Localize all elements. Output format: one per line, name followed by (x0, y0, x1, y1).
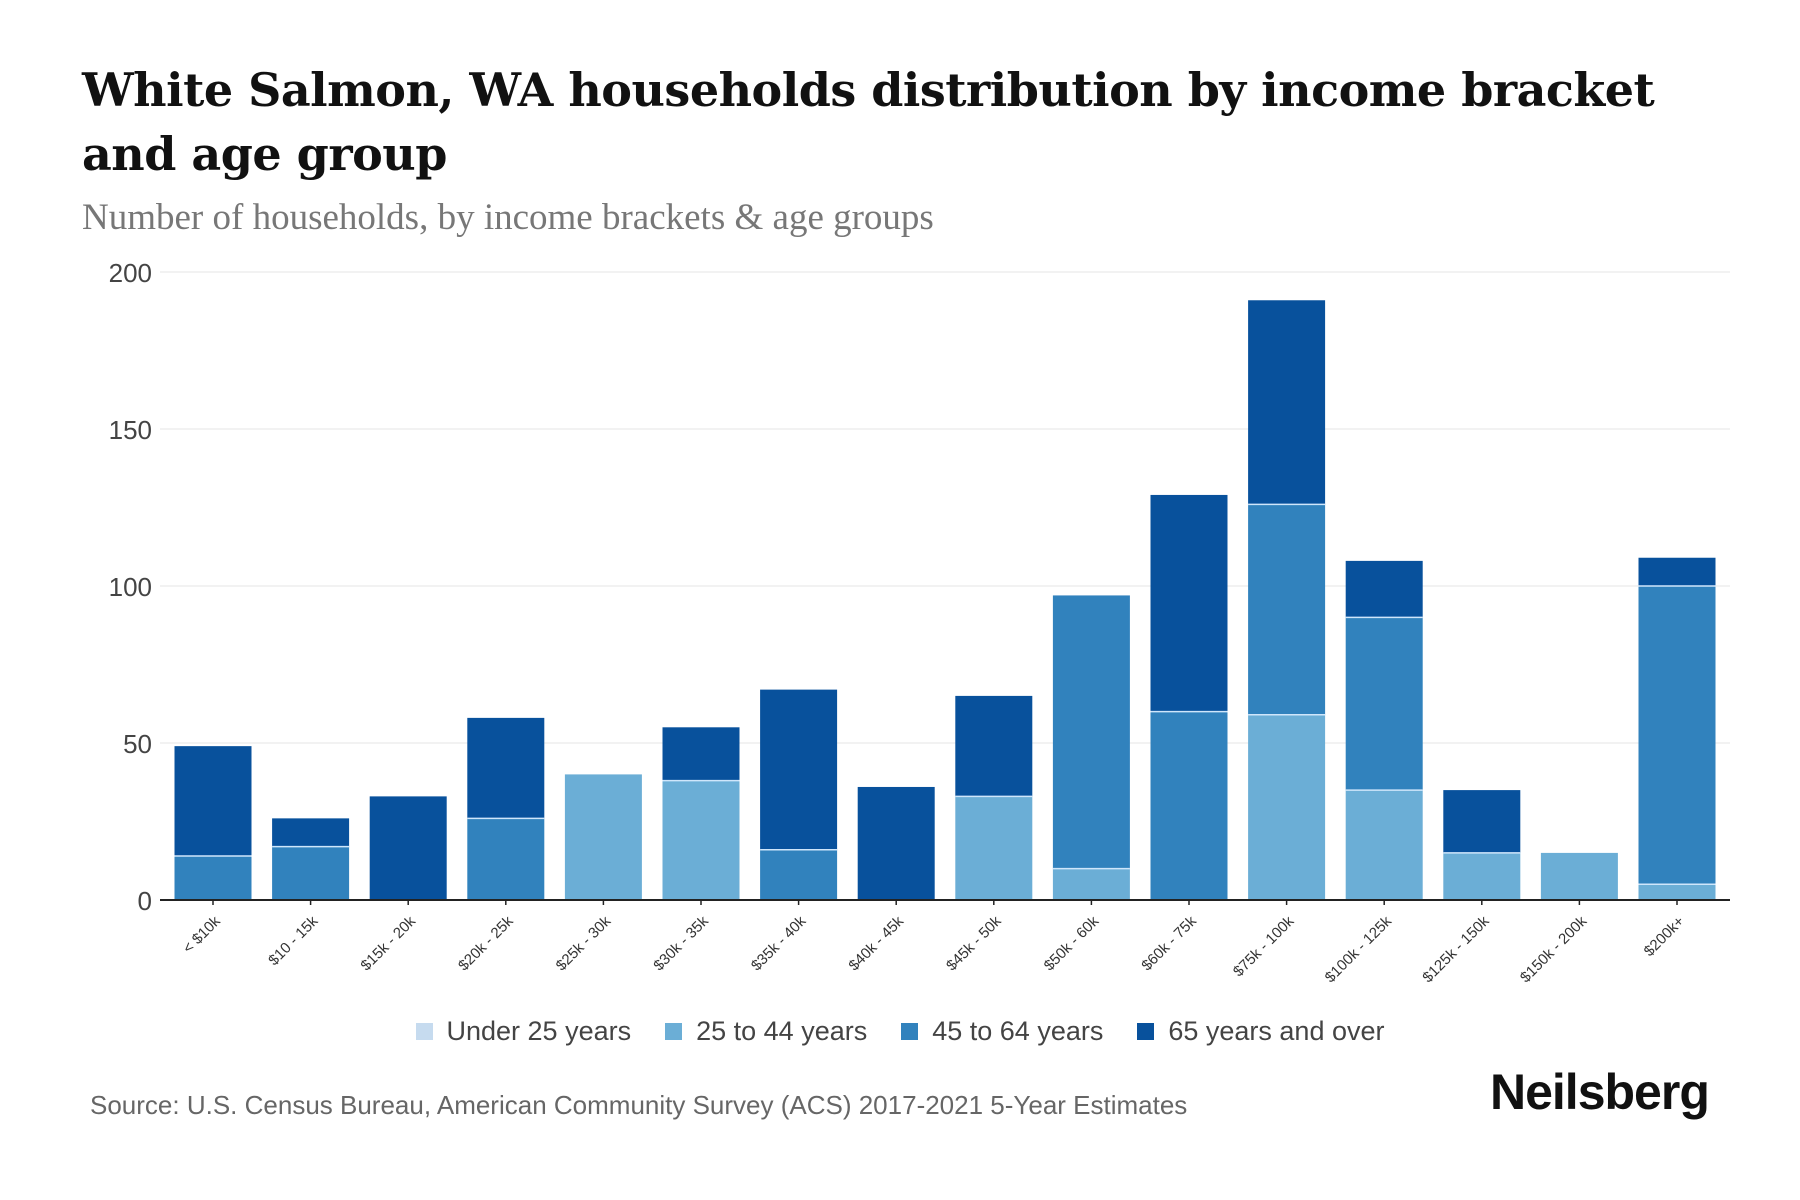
chart-legend: Under 25 years 25 to 44 years 45 to 64 y… (0, 1016, 1800, 1047)
legend-swatch-icon (901, 1023, 919, 1040)
bar-segment[interactable] (955, 695, 1033, 797)
legend-item-45-64[interactable]: 45 to 64 years (901, 1016, 1103, 1047)
legend-swatch-icon (415, 1023, 433, 1040)
y-tick-label: 100 (109, 572, 152, 602)
x-tick-label: $30k - 35k (650, 912, 712, 974)
bar-segment[interactable] (1345, 560, 1423, 618)
bar-segment[interactable] (760, 689, 838, 850)
legend-label: 25 to 44 years (696, 1016, 868, 1046)
bar-segment[interactable] (564, 774, 642, 900)
bar-segment[interactable] (1248, 714, 1326, 900)
bar-segment[interactable] (272, 818, 350, 847)
legend-item-under-25[interactable]: Under 25 years (415, 1016, 632, 1047)
x-tick-label: $50k - 60k (1041, 912, 1103, 974)
bar-segment[interactable] (1540, 852, 1618, 900)
x-tick-label: $75k - 100k (1230, 912, 1298, 980)
y-tick-label: 0 (138, 886, 152, 916)
x-tick-label: < $10k (180, 912, 225, 957)
legend-label: Under 25 years (446, 1016, 632, 1046)
y-tick-label: 200 (109, 258, 152, 288)
x-tick-label: $150k - 200k (1517, 912, 1591, 986)
bar-segment[interactable] (1248, 300, 1326, 505)
bar-segment[interactable] (369, 796, 447, 900)
bar-segment[interactable] (857, 786, 935, 900)
bar-segment[interactable] (1345, 790, 1423, 900)
bar-segment[interactable] (1443, 852, 1521, 900)
x-tick-label: $10 - 15k (265, 912, 322, 969)
x-tick-label: $125k - 150k (1419, 912, 1493, 986)
x-tick-label: $35k - 40k (748, 912, 810, 974)
x-tick-label: $200k+ (1641, 913, 1688, 960)
legend-item-65-over[interactable]: 65 years and over (1137, 1016, 1385, 1047)
y-tick-label: 50 (123, 729, 152, 759)
bar-segment[interactable] (1248, 504, 1326, 715)
y-tick-label: 150 (109, 415, 152, 445)
bar-segment[interactable] (662, 780, 740, 900)
chart-subtitle: Number of households, by income brackets… (82, 197, 934, 238)
x-tick-label: $20k - 25k (455, 912, 517, 974)
bar-segment[interactable] (1052, 595, 1130, 869)
legend-label: 65 years and over (1168, 1016, 1385, 1046)
bar-segment[interactable] (955, 796, 1033, 900)
bar-segment[interactable] (467, 818, 545, 900)
x-tick-label: $25k - 30k (553, 912, 615, 974)
bar-segment[interactable] (1052, 868, 1130, 900)
bar-segment[interactable] (174, 746, 252, 857)
bar-segment[interactable] (1150, 494, 1228, 712)
source-note: Source: U.S. Census Bureau, American Com… (90, 1090, 1188, 1120)
brand-logo: Neilsberg (1490, 1064, 1710, 1120)
legend-swatch-icon (665, 1023, 683, 1040)
bar-segment[interactable] (1150, 711, 1228, 900)
x-tick-label: $100k - 125k (1322, 912, 1396, 986)
chart-title: White Salmon, WA households distribution… (82, 63, 1655, 181)
x-tick-label: $40k - 45k (845, 912, 907, 974)
x-tick-label: $15k - 20k (357, 912, 419, 974)
bar-segment[interactable] (1638, 586, 1716, 885)
x-tick-label: $60k - 75k (1138, 912, 1200, 974)
bar-segment[interactable] (467, 717, 545, 819)
bar-segment[interactable] (1345, 617, 1423, 791)
bar-segment[interactable] (1638, 884, 1716, 900)
legend-item-25-44[interactable]: 25 to 44 years (665, 1016, 867, 1047)
bar-segment[interactable] (1638, 557, 1716, 586)
bar-segment[interactable] (1443, 790, 1521, 853)
x-tick-label: $45k - 50k (943, 912, 1005, 974)
bar-segment[interactable] (662, 727, 740, 781)
bar-segment[interactable] (272, 846, 350, 900)
legend-label: 45 to 64 years (932, 1016, 1104, 1046)
bar-segment[interactable] (174, 856, 252, 900)
bar-segment[interactable] (760, 849, 838, 900)
legend-swatch-icon (1137, 1023, 1155, 1040)
